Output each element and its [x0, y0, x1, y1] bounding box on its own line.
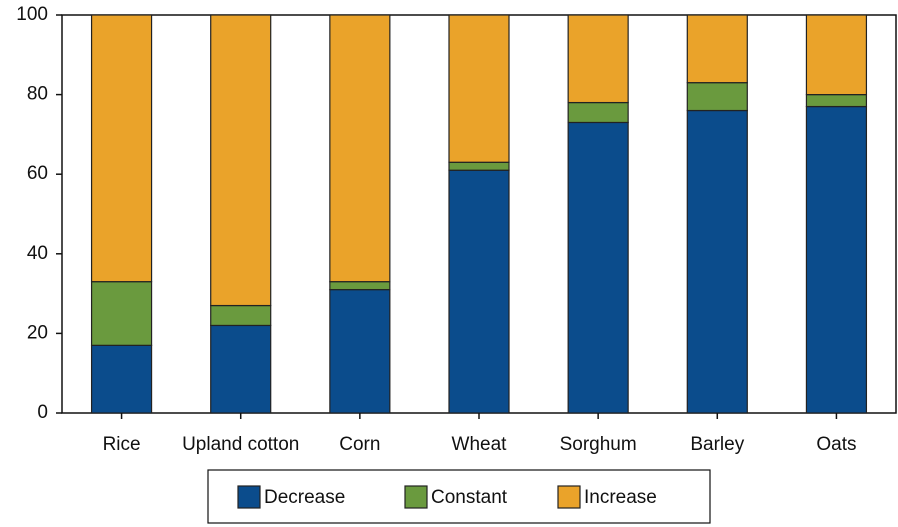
- bar-segment: [210, 324, 272, 414]
- x-tick-label: Barley: [690, 434, 744, 455]
- bar-segment: [686, 82, 748, 112]
- bar-segment: [90, 14, 153, 283]
- bar-segment: [90, 344, 153, 414]
- legend-label: Constant: [431, 487, 508, 508]
- legend-label: Increase: [584, 487, 657, 508]
- x-tick-label: Sorghum: [560, 434, 637, 455]
- bar-segment: [805, 14, 868, 96]
- bar-segment: [448, 161, 510, 171]
- bar-segment: [448, 169, 510, 414]
- legend-swatch: [557, 485, 581, 509]
- y-tick-label: 80: [27, 84, 48, 105]
- legend-label: Decrease: [264, 487, 345, 508]
- bar-segment: [210, 14, 272, 307]
- x-tick-label: Rice: [103, 434, 141, 455]
- bar-segment: [805, 93, 868, 108]
- bar-segment: [686, 109, 748, 414]
- bar-segment: [329, 281, 391, 291]
- x-tick-label: Corn: [339, 434, 380, 455]
- bar-segment: [90, 281, 153, 346]
- y-tick-label: 40: [27, 243, 48, 264]
- bar-segment: [329, 289, 391, 414]
- legend-frame: [207, 469, 711, 524]
- bar-segment: [686, 14, 748, 84]
- legend-swatch: [404, 485, 428, 509]
- bar-segment: [567, 14, 629, 104]
- bar-segment: [567, 121, 629, 414]
- x-tick-label: Oats: [816, 434, 856, 455]
- x-tick-label: Wheat: [452, 434, 508, 455]
- bar-segment: [805, 105, 868, 414]
- y-tick-label: 20: [27, 322, 48, 343]
- bar-segment: [567, 101, 629, 124]
- y-tick-label: 60: [27, 163, 48, 184]
- x-tick-label: Upland cotton: [182, 434, 299, 455]
- legend-swatch: [237, 485, 261, 509]
- bar-segment: [448, 14, 510, 163]
- y-tick-label: 100: [16, 4, 48, 25]
- y-tick-label: 0: [37, 402, 48, 423]
- bar-segment: [329, 14, 391, 283]
- bar-segment: [210, 304, 272, 327]
